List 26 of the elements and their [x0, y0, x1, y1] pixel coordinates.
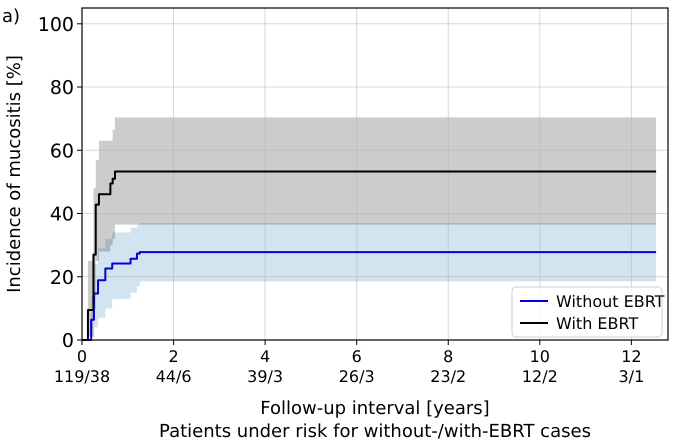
y-tick-label: 40	[50, 204, 74, 226]
x-axis-title: Follow-up interval [years]	[260, 398, 490, 419]
x-tick-label: 12	[621, 347, 642, 366]
y-tick-label: 0	[62, 330, 74, 352]
text: 39/3	[247, 367, 284, 386]
x-tick-label: 2	[168, 347, 179, 366]
y-tick-label: 100	[38, 14, 74, 36]
text: 44/6	[156, 367, 192, 386]
legend-label: With EBRT	[556, 314, 638, 333]
x-tick-label: 4	[260, 347, 270, 366]
y-tick-label: 80	[50, 77, 74, 100]
text: 119/38	[54, 367, 110, 386]
text: Patients under risk for without-/with-EBRT cases	[159, 421, 591, 440]
x-tick-label: 10	[530, 347, 550, 366]
x-tick-label: 8	[443, 347, 454, 366]
y-tick-label: 20	[50, 266, 74, 289]
text: 26/3	[338, 367, 375, 386]
text: a)	[2, 6, 20, 27]
text: 23/2	[430, 367, 466, 386]
legend-label: Without EBRT	[556, 292, 665, 311]
y-tick-label: 60	[50, 140, 74, 162]
x-tick-label: 0	[76, 347, 88, 366]
y-axis-title: Incidence of mucositis [%]	[4, 55, 25, 293]
text: 3/1	[618, 367, 644, 386]
x-tick-label: 6	[352, 347, 362, 366]
text: 12/2	[522, 367, 558, 386]
